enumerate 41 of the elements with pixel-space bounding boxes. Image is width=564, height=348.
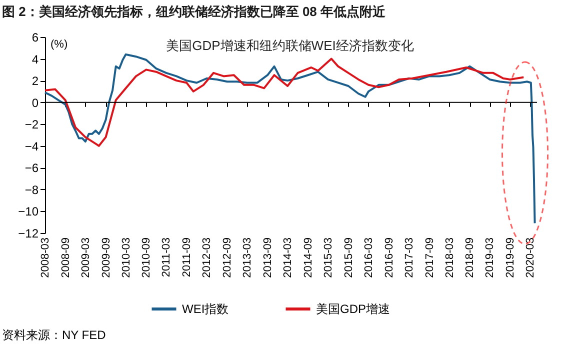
y-tick-label: 0	[32, 96, 39, 110]
legend-label: WEI指数	[182, 302, 229, 316]
x-tick-label: 2016-03	[363, 238, 375, 278]
x-tick-label: 2011-03	[160, 238, 173, 278]
x-tick-label: 2008-03	[40, 238, 52, 278]
x-tick-label: 2013-03	[242, 238, 254, 278]
y-axis-title: (%)	[50, 38, 68, 50]
x-tick-label: 2020-03	[524, 238, 537, 278]
x-tick-label: 2009-09	[100, 238, 112, 278]
x-tick-label: 2016-09	[383, 238, 396, 278]
x-tick-label: 2014-03	[282, 238, 294, 278]
x-tick-label: 2018-03	[444, 238, 456, 278]
x-tick-label: 2010-09	[140, 238, 153, 278]
y-tick-label: −10	[18, 204, 39, 219]
x-tick-label: 2017-03	[403, 238, 416, 278]
y-tick-label: 2	[32, 74, 39, 88]
x-tick-label: 2019-03	[484, 238, 496, 278]
text: 资料来源：NY FED	[2, 328, 106, 342]
x-tick-label: 2017-09	[424, 238, 436, 278]
y-tick-label: −12	[18, 226, 39, 240]
y-tick-label: 4	[32, 52, 39, 66]
y-tick-label: −6	[24, 161, 39, 176]
x-tick-label: 2015-03	[322, 238, 334, 278]
y-tick-label: −2	[24, 118, 39, 132]
x-tick-label: 2008-09	[60, 238, 72, 278]
x-tick-label: 2012-09	[222, 238, 234, 278]
x-tick-label: 2018-09	[464, 238, 476, 278]
chart-title: 图 2：美国经济领先指标，纽约联储经济指数已降至 08 年低点附近	[2, 4, 387, 19]
legend-label: 美国GDP增速	[316, 302, 390, 316]
x-tick-label: 2012-03	[201, 238, 214, 278]
y-tick-label: −8	[24, 182, 39, 197]
chart-subtitle: 美国GDP增速和纽约联储WEI经济指数变化	[166, 38, 414, 53]
x-tick-label: 2011-09	[181, 238, 194, 278]
y-tick-label: −4	[24, 139, 39, 154]
x-tick-label: 2009-03	[80, 238, 92, 278]
y-tick-label: 6	[32, 30, 39, 44]
x-tick-label: 2014-09	[302, 238, 314, 278]
x-tick-label: 2013-09	[262, 238, 274, 278]
x-tick-label: 2019-09	[504, 238, 517, 278]
x-tick-label: 2015-09	[342, 238, 355, 278]
x-tick-label: 2010-03	[120, 238, 132, 278]
